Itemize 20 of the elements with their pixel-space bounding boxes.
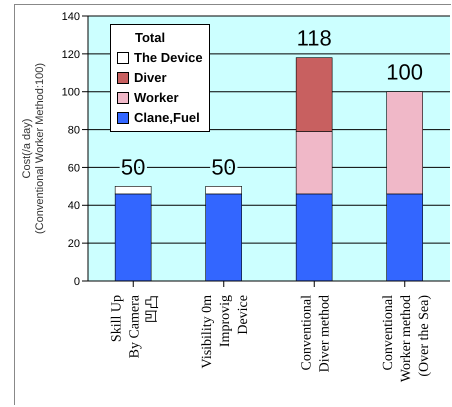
y-tick-label: 100	[62, 86, 80, 99]
total-label: 100	[386, 60, 424, 85]
x-tick-label: Visibility 0m Improvig Device	[200, 294, 251, 368]
y-tick-label: 0	[74, 276, 80, 288]
legend-label: Diver	[133, 69, 168, 87]
total-label: 118	[296, 26, 332, 51]
y-tick-label: 120	[62, 48, 80, 61]
x-tick-label: Conventional Diver method	[299, 294, 332, 372]
legend-label: The Device	[133, 49, 203, 67]
x-tick-label: Conventional Worker method (Over the Sea)	[380, 294, 432, 382]
x-tick-label: Skill Up By Camera 凹凸	[109, 294, 160, 358]
y-tick-label: 60	[68, 162, 80, 174]
y-tick-label: 40	[68, 200, 80, 212]
legend-title: Total	[134, 29, 166, 47]
legend-label: Clane,Fuel	[133, 109, 201, 127]
y-tick-label: 20	[68, 238, 80, 250]
y-axis-title: Cost(/a day) (Conventional Worker Method:100)	[21, 63, 46, 234]
legend-label: Worker	[133, 89, 180, 107]
y-tick-label: 80	[68, 124, 80, 136]
y-tick-label: 140	[62, 10, 80, 23]
